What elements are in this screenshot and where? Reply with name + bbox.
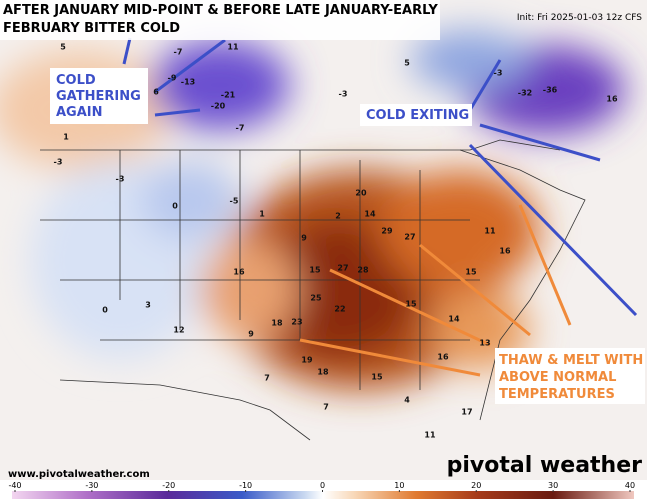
title-bg	[0, 0, 440, 40]
map-value: 15	[465, 268, 477, 277]
map-value: 18	[271, 319, 283, 328]
colorbar-tick-label: -40	[8, 481, 21, 490]
map-value: 0	[102, 306, 108, 315]
map-value: 13	[479, 339, 490, 348]
map-value: 27	[404, 233, 415, 242]
map-value: 11	[227, 43, 239, 52]
colorbar-tick-label: -20	[162, 481, 175, 490]
map-value: 28	[357, 266, 369, 275]
annotation: TEMPERATURES	[499, 387, 615, 402]
map-value: 2	[335, 212, 341, 221]
thaw-arrows	[299, 204, 572, 377]
map-value: 18	[317, 368, 329, 377]
annotation-box	[495, 348, 645, 404]
map-value: -21	[221, 91, 236, 100]
map-value: 25	[310, 294, 322, 303]
colorbar	[12, 491, 634, 499]
map-value: -3	[54, 158, 63, 167]
map-value: 19	[301, 356, 313, 365]
map-value: 12	[173, 326, 184, 335]
map-value: 20	[355, 189, 367, 198]
init-label: Init: Fri 2025-01-03 12z CFS	[517, 13, 642, 23]
colorbar-tick-label: 30	[548, 481, 558, 490]
map-value: 16	[233, 268, 245, 277]
annotation: THAW & MELT WITH	[499, 353, 643, 368]
colorbar-tick-label: 0	[320, 481, 325, 490]
colorbar-tick-label: -30	[85, 481, 98, 490]
borders	[40, 139, 586, 441]
map-value: 9	[301, 234, 307, 243]
map-value: 4	[404, 396, 410, 405]
footer-url: www.pivotalweather.com	[8, 469, 150, 480]
colorbar-tick-label: 10	[394, 481, 404, 490]
map-value: 1	[259, 210, 265, 219]
map-value: 15	[371, 373, 383, 382]
map-value: 11	[484, 227, 496, 236]
brand: pivotal weather	[447, 453, 642, 478]
map-value: 15	[309, 266, 321, 275]
annotation: COLD EXITING	[366, 108, 469, 123]
map-value: -7	[236, 124, 245, 133]
map-value: 17	[461, 408, 472, 417]
map-value: 7	[323, 403, 329, 412]
map-value: 3	[145, 301, 151, 310]
annotation: COLD	[56, 73, 96, 88]
title-line: AFTER JANUARY MID-POINT & BEFORE LATE JA…	[3, 3, 438, 18]
map-value: -9	[168, 74, 177, 83]
map-value: 7	[264, 374, 270, 383]
map-value: 16	[437, 353, 449, 362]
map-value: -3	[339, 90, 348, 99]
map-value: 27	[337, 264, 348, 273]
map-value: -32	[518, 89, 532, 98]
annotation-box	[50, 68, 148, 124]
annotation: GATHERING	[56, 89, 141, 104]
colorbar-tick-label: 20	[471, 481, 481, 490]
map-value: 14	[364, 210, 376, 219]
map-value: -36	[543, 86, 558, 95]
map-value: -3	[116, 175, 125, 184]
annotation-box	[360, 104, 472, 126]
map-value: 16	[606, 95, 618, 104]
map-value: -5	[230, 197, 239, 206]
map-value: 14	[448, 315, 460, 324]
map-value: 1	[63, 133, 69, 142]
map-value: 16	[499, 247, 511, 256]
colorbar-tick-label: -10	[239, 481, 252, 490]
title-line: FEBRUARY BITTER COLD	[3, 21, 180, 36]
map-value: -7	[174, 48, 183, 57]
annotation: ABOVE NORMAL	[499, 370, 616, 385]
map-value: 23	[291, 318, 302, 327]
annotation-arrows	[122, 37, 638, 317]
map-value: 5	[60, 43, 66, 52]
annotation: AGAIN	[56, 105, 103, 120]
map-value: -13	[181, 78, 195, 87]
map-value: 22	[334, 305, 345, 314]
map-value: 5	[404, 59, 410, 68]
map-value: 6	[153, 88, 159, 97]
colorbar-ticks: -40 -30 -20 -10 0 10 20 30 40	[8, 481, 635, 492]
map-value: -20	[211, 102, 226, 111]
map-value: 11	[424, 431, 436, 440]
map-value: 0	[172, 202, 178, 211]
map-value: 29	[381, 227, 393, 236]
map-value: 9	[248, 330, 254, 339]
map-value: -3	[494, 69, 503, 78]
map-values: 5 -7 11 -13 -21 -20 -7 6 -9 -36 -32 16 -3 5 -3 1 -3 -3 0 -5…	[54, 43, 618, 440]
colorbar-tick-label: 40	[625, 481, 635, 490]
map-value: 15	[405, 300, 417, 309]
